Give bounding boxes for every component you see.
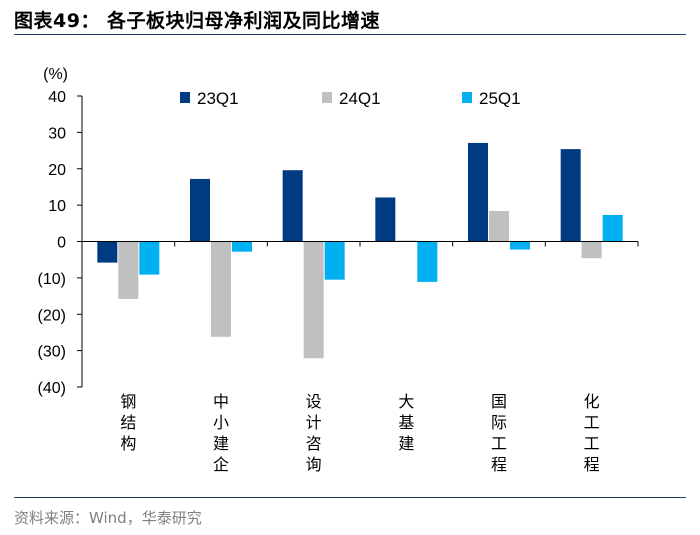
bar-23Q1-0: [97, 241, 118, 263]
y-unit-label: (%): [43, 66, 68, 83]
bar-24Q1-5: [581, 241, 602, 259]
legend: 23Q1 24Q1 25Q1: [180, 89, 521, 108]
legend-label: 25Q1: [479, 89, 521, 108]
footer-rule: [14, 497, 686, 498]
bar-24Q1-3: [396, 240, 417, 242]
bar-25Q1-0: [139, 241, 160, 275]
bar-25Q1-3: [417, 241, 438, 282]
bar-23Q1-2: [282, 170, 303, 242]
legend-label: 24Q1: [339, 89, 381, 108]
category-label: 大基建: [398, 392, 414, 453]
x-axis: [82, 241, 639, 247]
bars: [97, 142, 623, 359]
bar-24Q1-2: [303, 241, 324, 359]
bar-25Q1-1: [232, 241, 252, 252]
bar-23Q1-5: [560, 149, 581, 242]
legend-swatch: [462, 92, 472, 103]
bar-24Q1-1: [211, 241, 231, 337]
bar-25Q1-4: [510, 241, 530, 250]
y-tick-label: (20): [38, 307, 66, 324]
legend-item-23Q1: 23Q1: [180, 89, 239, 108]
bar-24Q1-4: [489, 210, 509, 242]
bar-24Q1-0: [118, 241, 139, 299]
legend-item-25Q1: 25Q1: [462, 89, 521, 108]
y-tick-label: 40: [48, 89, 66, 106]
bar-23Q1-4: [468, 142, 488, 242]
category-label: 化工工程: [584, 392, 600, 474]
legend-swatch: [322, 92, 332, 103]
y-tick-label: (40): [38, 380, 66, 397]
bar-25Q1-2: [324, 241, 345, 280]
category-label: 国际工程: [491, 392, 507, 474]
bar-25Q1-5: [602, 214, 623, 242]
legend-label: 23Q1: [197, 89, 239, 108]
bar-23Q1-1: [190, 178, 210, 242]
title-rule: [14, 34, 686, 35]
y-tick-label: 0: [57, 235, 66, 252]
y-tick-label: 10: [48, 198, 66, 215]
figure-title: 图表49： 各子板块归母净利润及同比增速: [14, 10, 381, 32]
legend-swatch: [180, 92, 190, 103]
y-tick-label: (10): [38, 271, 66, 288]
y-tick-label: 30: [48, 125, 66, 142]
category-labels: 钢结构 中小建企 设计咨询 大基建 国际工程 化工工程: [120, 392, 599, 474]
category-label: 钢结构: [120, 392, 136, 453]
y-tick-label: (30): [38, 344, 66, 361]
category-label: 设计咨询: [306, 392, 322, 474]
y-axis: (%) 40 30 20 10 0 (10) (20) (30) (40): [38, 66, 83, 397]
bar-23Q1-3: [375, 197, 396, 242]
y-tick-label: 20: [48, 162, 66, 179]
source-note: 资料来源：Wind，华泰研究: [14, 509, 202, 527]
legend-item-24Q1: 24Q1: [322, 89, 381, 108]
category-label: 中小建企: [213, 392, 229, 474]
